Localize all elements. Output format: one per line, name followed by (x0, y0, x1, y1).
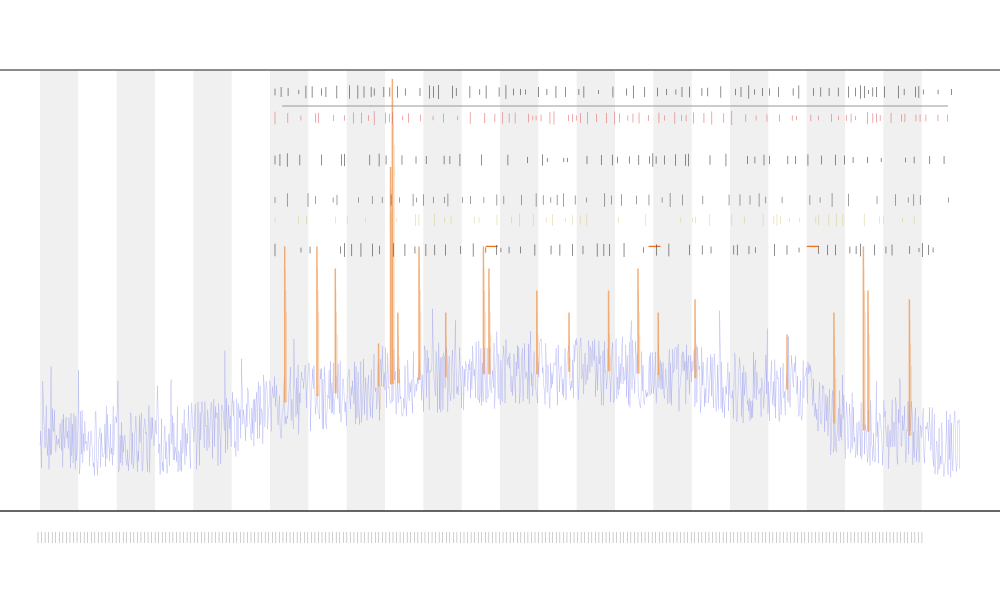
background-band (423, 70, 462, 511)
background-signal-line (39, 308, 960, 478)
background-bands (40, 70, 922, 511)
x-tick-labels (37, 532, 923, 543)
background-band (346, 70, 385, 511)
spike-series (283, 78, 912, 436)
background-band (653, 70, 692, 511)
background-band (270, 70, 309, 511)
background-band (730, 70, 769, 511)
event-rows (274, 85, 952, 257)
background-band (883, 70, 922, 511)
background-band (806, 70, 845, 511)
background-band (500, 70, 539, 511)
background-signal (39, 308, 960, 478)
